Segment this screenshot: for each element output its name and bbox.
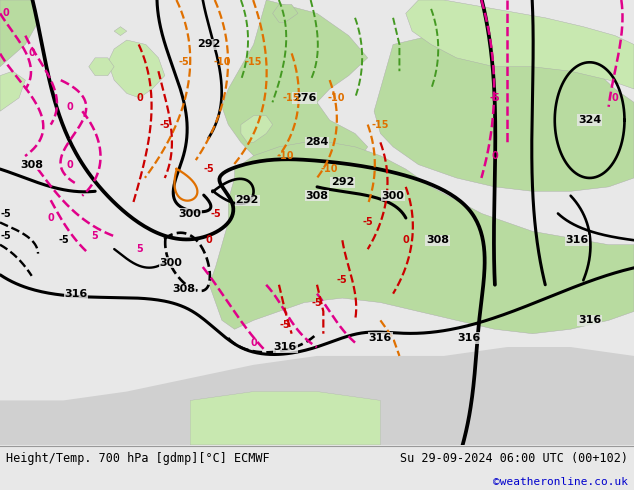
Text: -5: -5 [363, 218, 373, 227]
Text: 308: 308 [306, 191, 328, 201]
Polygon shape [273, 4, 298, 22]
Text: 300: 300 [179, 209, 202, 219]
Text: 0: 0 [250, 338, 257, 347]
Text: 5: 5 [136, 244, 143, 254]
Text: 0: 0 [491, 151, 498, 161]
Text: 276: 276 [293, 93, 316, 103]
Text: ©weatheronline.co.uk: ©weatheronline.co.uk [493, 477, 628, 487]
Polygon shape [0, 347, 634, 445]
Polygon shape [222, 0, 368, 200]
Text: 0: 0 [67, 160, 73, 170]
Text: 0: 0 [136, 93, 143, 103]
Text: 0: 0 [206, 235, 212, 245]
Text: -10: -10 [321, 164, 339, 174]
Text: 316: 316 [458, 333, 481, 343]
Text: -5: -5 [337, 275, 347, 285]
Text: -5: -5 [179, 57, 189, 67]
Text: -15: -15 [283, 93, 301, 103]
Polygon shape [241, 116, 273, 143]
Polygon shape [108, 40, 165, 98]
Text: -5: -5 [1, 231, 11, 241]
Polygon shape [89, 58, 114, 75]
Text: -5: -5 [160, 120, 170, 129]
Text: 0: 0 [403, 235, 409, 245]
Text: -15: -15 [372, 120, 389, 129]
Text: 300: 300 [382, 191, 404, 201]
Text: 0: 0 [67, 102, 73, 112]
Text: 316: 316 [65, 289, 87, 298]
Text: -10: -10 [327, 93, 345, 103]
Text: -5: -5 [210, 209, 221, 219]
Text: -10: -10 [276, 151, 294, 161]
Text: 0: 0 [29, 49, 35, 58]
Text: 0: 0 [612, 93, 618, 103]
Polygon shape [190, 392, 380, 445]
Text: 300: 300 [160, 258, 183, 268]
Polygon shape [0, 71, 25, 111]
Text: 284: 284 [306, 137, 328, 147]
Text: 292: 292 [236, 195, 259, 205]
Text: 308: 308 [20, 160, 43, 170]
Polygon shape [0, 0, 38, 67]
Text: 316: 316 [566, 235, 588, 245]
Text: -5: -5 [489, 93, 500, 103]
Text: 5: 5 [92, 231, 98, 241]
Text: 292: 292 [198, 40, 221, 49]
Text: Su 29-09-2024 06:00 UTC (00+102): Su 29-09-2024 06:00 UTC (00+102) [399, 452, 628, 465]
Text: 308: 308 [426, 235, 449, 245]
Text: -5: -5 [58, 235, 68, 245]
Text: -5: -5 [204, 164, 214, 174]
Polygon shape [374, 31, 634, 191]
Text: Height/Temp. 700 hPa [gdmp][°C] ECMWF: Height/Temp. 700 hPa [gdmp][°C] ECMWF [6, 452, 270, 465]
Text: 316: 316 [578, 316, 601, 325]
Text: 0: 0 [3, 8, 10, 18]
Text: -10: -10 [213, 57, 231, 67]
Polygon shape [114, 26, 127, 36]
Polygon shape [406, 0, 634, 89]
Text: -5: -5 [1, 209, 11, 219]
Text: 0: 0 [48, 213, 54, 223]
Text: -5: -5 [312, 297, 322, 308]
Text: 292: 292 [331, 177, 354, 187]
Text: -15: -15 [245, 57, 262, 67]
Polygon shape [209, 143, 634, 334]
Text: -5: -5 [280, 320, 290, 330]
Text: 308: 308 [172, 284, 195, 294]
Text: 324: 324 [578, 115, 601, 125]
Text: 316: 316 [274, 342, 297, 352]
Text: 316: 316 [369, 333, 392, 343]
